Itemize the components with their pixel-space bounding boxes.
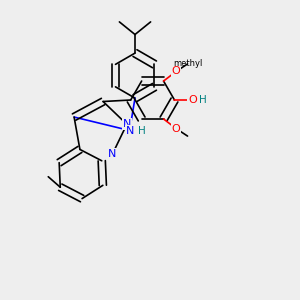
Text: N: N bbox=[125, 125, 134, 136]
Text: H: H bbox=[199, 95, 207, 105]
Text: O: O bbox=[172, 66, 181, 76]
Text: N: N bbox=[108, 149, 117, 159]
Text: methyl: methyl bbox=[173, 59, 202, 68]
Text: N: N bbox=[123, 119, 131, 129]
Text: O: O bbox=[188, 95, 197, 105]
Text: H: H bbox=[138, 125, 146, 136]
Text: O: O bbox=[172, 124, 181, 134]
